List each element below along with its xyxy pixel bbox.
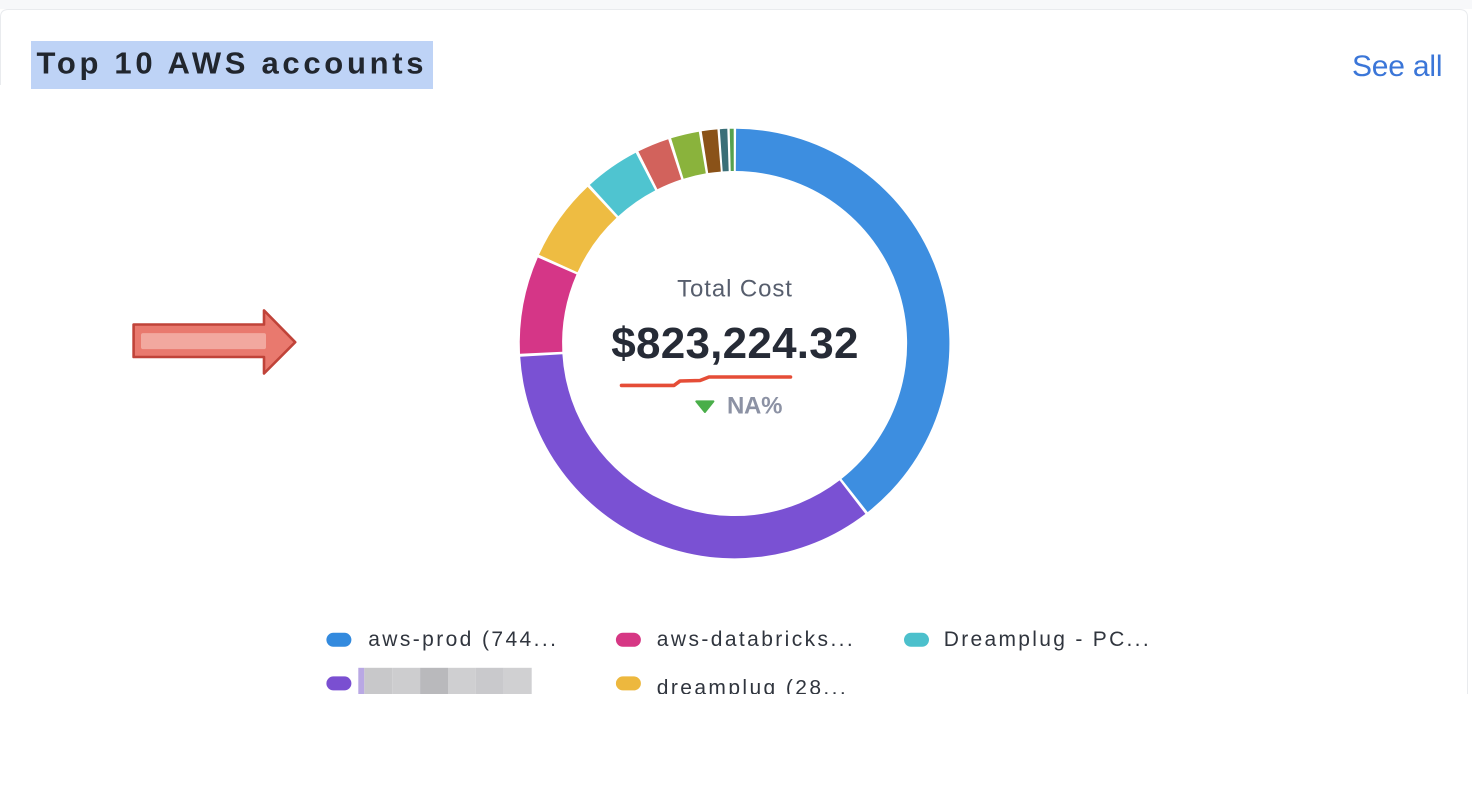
svg-text:Top 10 AWS accounts: Top 10 AWS accounts	[37, 45, 428, 80]
svg-text:$823,224.32: $823,224.32	[611, 319, 858, 368]
svg-text:dreamplug (28...: dreamplug (28...	[657, 677, 848, 694]
svg-text:aws-databricks...: aws-databricks...	[657, 628, 855, 651]
svg-text:Dreamplug - PC...: Dreamplug - PC...	[944, 628, 1151, 651]
svg-text:NA%: NA%	[727, 393, 782, 420]
svg-text:Total Cost: Total Cost	[677, 276, 793, 303]
svg-text:aws-prod (744...: aws-prod (744...	[368, 628, 558, 651]
svg-text:See all: See all	[1352, 50, 1442, 83]
